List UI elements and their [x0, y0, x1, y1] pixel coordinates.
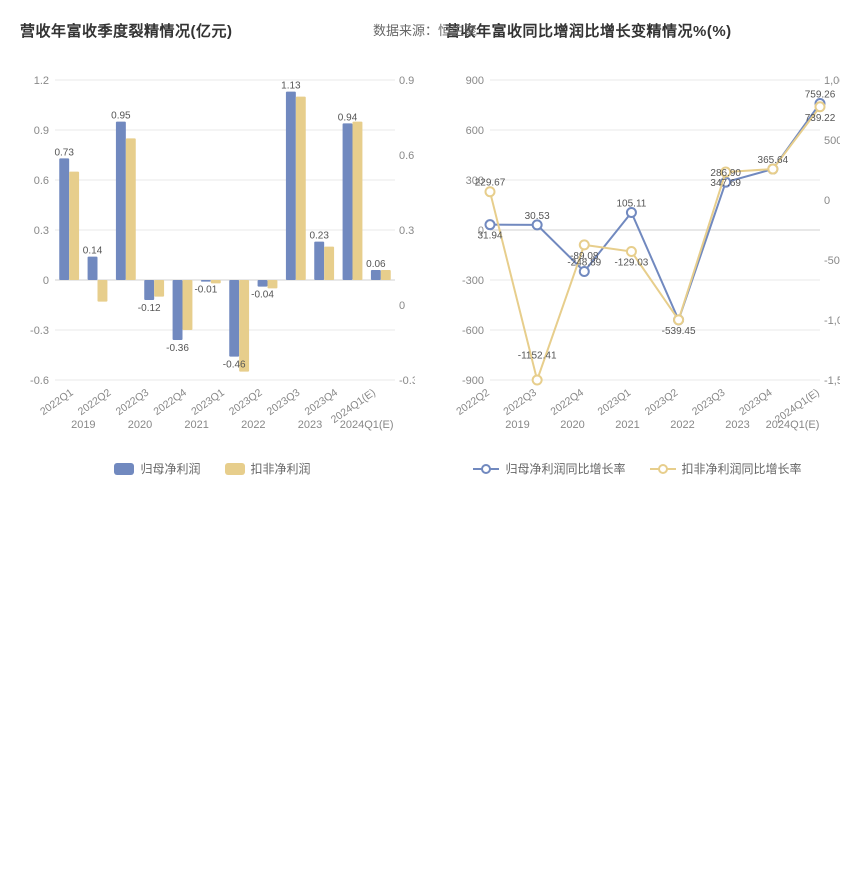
svg-text:-600: -600 [462, 325, 484, 337]
svg-text:-500: -500 [824, 255, 840, 267]
svg-text:-0.01: -0.01 [194, 285, 217, 296]
svg-text:0.23: 0.23 [309, 231, 329, 242]
svg-text:1.2: 1.2 [34, 75, 49, 87]
legend-label: 归母净利润同比增长率 [505, 460, 625, 477]
svg-text:600: 600 [466, 125, 484, 137]
svg-text:2022Q3: 2022Q3 [501, 387, 539, 418]
svg-text:-1,000: -1,000 [824, 315, 840, 327]
svg-text:2022Q2: 2022Q2 [76, 387, 114, 418]
svg-text:2023: 2023 [298, 419, 322, 431]
svg-text:2021: 2021 [184, 419, 208, 431]
svg-text:0.6: 0.6 [399, 150, 414, 162]
svg-text:-0.3: -0.3 [30, 325, 49, 337]
left-chart-svg: -0.6 -0.3 0 0.3 0.6 0.9 1.2 -0.3 0 0.3 0.6 0.9 0.73 0… [10, 70, 415, 450]
svg-text:2020: 2020 [560, 419, 584, 431]
svg-text:2024Q1(E): 2024Q1(E) [340, 419, 394, 431]
left-chart-title: 营收年富收季度裂精情况(亿元) [20, 20, 233, 41]
svg-text:0.14: 0.14 [83, 246, 103, 257]
legend-item: 归母净利润 [114, 460, 200, 477]
legend-line-icon [473, 463, 499, 475]
right-chart-title: 营收年富收同比增润比增长变精情况%(%) [445, 20, 732, 41]
svg-text:-900: -900 [462, 375, 484, 387]
svg-text:0: 0 [43, 275, 49, 287]
svg-text:900: 900 [466, 75, 484, 87]
svg-text:347.69: 347.69 [710, 178, 741, 189]
left-chart-area: -0.6 -0.3 0 0.3 0.6 0.9 1.2 -0.3 0 0.3 0.6 0.9 0.73 0… [10, 70, 415, 430]
svg-text:-89.08: -89.08 [570, 251, 599, 262]
svg-text:30.53: 30.53 [525, 211, 550, 222]
svg-text:2023Q1: 2023Q1 [596, 387, 634, 418]
legend-label: 归母净利润 [140, 460, 200, 477]
svg-text:-0.36: -0.36 [166, 343, 189, 354]
svg-text:365.64: 365.64 [758, 155, 789, 166]
svg-text:-1152.41: -1152.41 [518, 351, 557, 362]
legend-swatch [114, 463, 134, 475]
svg-text:759.26: 759.26 [805, 89, 836, 100]
svg-text:105.11: 105.11 [617, 198, 647, 209]
svg-text:2022Q2: 2022Q2 [454, 387, 492, 418]
svg-text:0.9: 0.9 [34, 125, 49, 137]
svg-text:2022Q4: 2022Q4 [549, 387, 587, 418]
right-chart-svg: -900-600-3000300600900-1,500-1,000-50005… [435, 70, 840, 450]
svg-text:2024Q1(E): 2024Q1(E) [766, 419, 820, 431]
legend-item: 归母净利润同比增长率 [473, 460, 625, 477]
chart-container: 数据来源：恒生聚 营收年富收季度裂精情况(亿元) -0.6 -0.3 0 0.3 0.6… [0, 0, 850, 890]
svg-text:2023Q1: 2023Q1 [189, 387, 227, 418]
svg-text:2020: 2020 [128, 419, 152, 431]
data-source-label: 数据来源：恒生聚 [373, 20, 477, 39]
svg-text:1,000: 1,000 [824, 75, 840, 87]
left-legend: 归母净利润 扣非净利润 [10, 460, 415, 477]
svg-text:-539.45: -539.45 [662, 326, 696, 337]
svg-text:2022Q4: 2022Q4 [151, 387, 189, 418]
legend-item: 扣非净利润 [225, 460, 311, 477]
legend-line-icon [650, 463, 676, 475]
svg-text:739.22: 739.22 [805, 113, 836, 124]
svg-text:-0.3: -0.3 [399, 375, 415, 387]
legend-label: 扣非净利润 [251, 460, 311, 477]
svg-text:-300: -300 [462, 275, 484, 287]
svg-text:0.9: 0.9 [399, 75, 414, 87]
right-legend: 归母净利润同比增长率 扣非净利润同比增长率 [435, 460, 840, 477]
legend-label: 扣非净利润同比增长率 [682, 460, 802, 477]
svg-text:-0.6: -0.6 [30, 375, 49, 387]
svg-text:2023: 2023 [725, 419, 749, 431]
right-title-wrap: 营收年富收同比增润比增长变精情况%(%) [435, 20, 840, 60]
svg-text:2019: 2019 [505, 419, 529, 431]
svg-text:0.6: 0.6 [34, 175, 49, 187]
svg-text:2022: 2022 [670, 419, 694, 431]
svg-text:2023Q3: 2023Q3 [265, 387, 303, 418]
svg-text:2019: 2019 [71, 419, 95, 431]
svg-text:2023Q2: 2023Q2 [643, 387, 681, 418]
svg-text:2022: 2022 [241, 419, 265, 431]
svg-text:-129.03: -129.03 [614, 258, 648, 269]
svg-text:0.06: 0.06 [366, 259, 386, 270]
svg-text:2023Q4: 2023Q4 [737, 387, 775, 418]
svg-text:0: 0 [824, 195, 830, 207]
svg-text:229.67: 229.67 [475, 178, 506, 189]
svg-text:-1,500: -1,500 [824, 375, 840, 387]
svg-text:0: 0 [399, 300, 405, 312]
svg-text:2022Q1: 2022Q1 [38, 387, 76, 418]
right-panel: 营收年富收同比增润比增长变精情况%(%) -900-600-3000300600… [425, 0, 850, 890]
svg-text:0.73: 0.73 [54, 147, 74, 158]
legend-item: 扣非净利润同比增长率 [650, 460, 802, 477]
svg-text:-0.12: -0.12 [138, 303, 161, 314]
svg-text:2023Q2: 2023Q2 [227, 387, 265, 418]
left-title-wrap: 营收年富收季度裂精情况(亿元) [10, 20, 415, 60]
svg-text:-0.04: -0.04 [251, 290, 274, 301]
svg-text:31.94: 31.94 [477, 231, 502, 242]
svg-text:0.3: 0.3 [34, 225, 49, 237]
svg-text:0.95: 0.95 [111, 111, 131, 122]
svg-text:0.94: 0.94 [338, 112, 358, 123]
svg-text:2023Q3: 2023Q3 [690, 387, 728, 418]
legend-swatch [225, 463, 245, 475]
left-panel: 营收年富收季度裂精情况(亿元) -0.6-0.300.30.60.91.2-0.… [0, 0, 425, 890]
svg-text:2021: 2021 [615, 419, 639, 431]
svg-text:2022Q3: 2022Q3 [114, 387, 152, 418]
svg-text:0.3: 0.3 [399, 225, 414, 237]
svg-text:500: 500 [824, 135, 840, 147]
svg-text:-0.46: -0.46 [223, 360, 246, 371]
svg-text:1.13: 1.13 [281, 81, 301, 92]
right-chart-area: -900-600-3000300600900-1,500-1,000-50005… [435, 70, 840, 430]
